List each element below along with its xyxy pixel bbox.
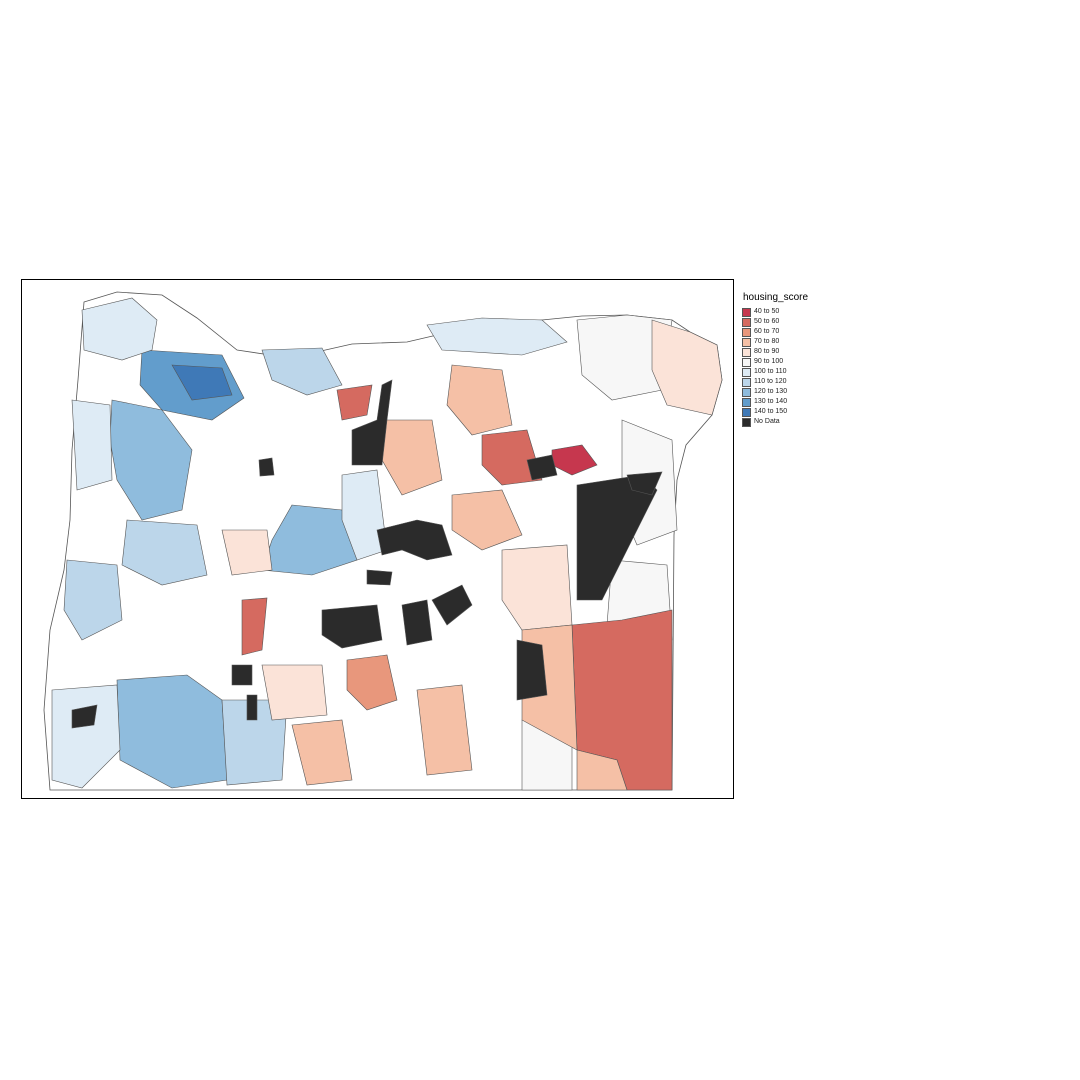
legend-swatch: [742, 347, 751, 357]
legend-label: 50 to 60: [754, 318, 780, 325]
region: [651, 319, 723, 416]
region: [431, 584, 473, 626]
region: [171, 364, 233, 401]
legend-item: No Data: [742, 417, 862, 427]
legend-item: 70 to 80: [742, 337, 862, 347]
region: [351, 379, 393, 466]
legend-label: 80 to 90: [754, 348, 780, 355]
region: [426, 317, 568, 356]
region: [231, 664, 253, 686]
legend-item: 100 to 110: [742, 367, 862, 377]
region: [291, 719, 353, 786]
region: [81, 297, 158, 361]
region: [401, 599, 433, 646]
legend-items: 40 to 50 50 to 60 60 to 70 70 to 80 80 to 90…: [742, 307, 862, 427]
legend-swatch: [742, 387, 751, 397]
region: [258, 457, 275, 477]
legend-swatch: [742, 337, 751, 347]
legend-label: 60 to 70: [754, 328, 780, 335]
region: [336, 384, 373, 421]
legend-title: housing_score: [743, 292, 809, 303]
legend-item: 110 to 120: [742, 377, 862, 387]
region: [481, 429, 543, 486]
legend-swatch: [742, 307, 751, 317]
legend-label: 70 to 80: [754, 338, 780, 345]
legend: housing_score 40 to 50 50 to 60 60 to 70 70…: [742, 292, 862, 427]
legend-item: 120 to 130: [742, 387, 862, 397]
legend-swatch: [742, 317, 751, 327]
region: [451, 489, 523, 551]
legend-item: 90 to 100: [742, 357, 862, 367]
region: [321, 604, 383, 649]
region: [516, 639, 548, 701]
legend-swatch: [742, 417, 751, 427]
region: [446, 364, 513, 436]
region: [71, 704, 98, 729]
legend-swatch: [742, 397, 751, 407]
legend-label: 110 to 120: [754, 378, 787, 385]
legend-swatch: [742, 367, 751, 377]
region: [63, 559, 123, 641]
map-frame: [21, 279, 734, 799]
legend-swatch: [742, 407, 751, 417]
legend-swatch: [742, 327, 751, 337]
legend-item: 140 to 150: [742, 407, 862, 417]
map-regions: [51, 297, 723, 791]
legend-swatch: [742, 377, 751, 387]
region: [261, 664, 328, 721]
region: [416, 684, 473, 776]
region: [121, 519, 208, 586]
region: [51, 684, 121, 789]
region: [241, 597, 268, 656]
region: [221, 529, 273, 576]
region: [246, 694, 258, 721]
region: [626, 471, 663, 496]
region: [366, 569, 393, 586]
region: [341, 469, 388, 561]
legend-item: 130 to 140: [742, 397, 862, 407]
legend-label: No Data: [754, 418, 780, 425]
region: [576, 749, 628, 791]
region: [346, 654, 398, 711]
legend-item: 60 to 70: [742, 327, 862, 337]
legend-label: 120 to 130: [754, 388, 788, 395]
legend-label: 130 to 140: [754, 398, 788, 405]
region: [261, 347, 343, 396]
oregon-choropleth-map: [43, 291, 723, 791]
region: [376, 519, 453, 561]
legend-item: 80 to 90: [742, 347, 862, 357]
legend-item: 40 to 50: [742, 307, 862, 317]
region: [71, 399, 113, 491]
region: [526, 454, 558, 481]
region: [221, 699, 288, 786]
legend-label: 100 to 110: [754, 368, 787, 375]
legend-label: 140 to 150: [754, 408, 788, 415]
legend-swatch: [742, 357, 751, 367]
legend-label: 90 to 100: [754, 358, 784, 365]
legend-label: 40 to 50: [754, 308, 780, 315]
legend-item: 50 to 60: [742, 317, 862, 327]
